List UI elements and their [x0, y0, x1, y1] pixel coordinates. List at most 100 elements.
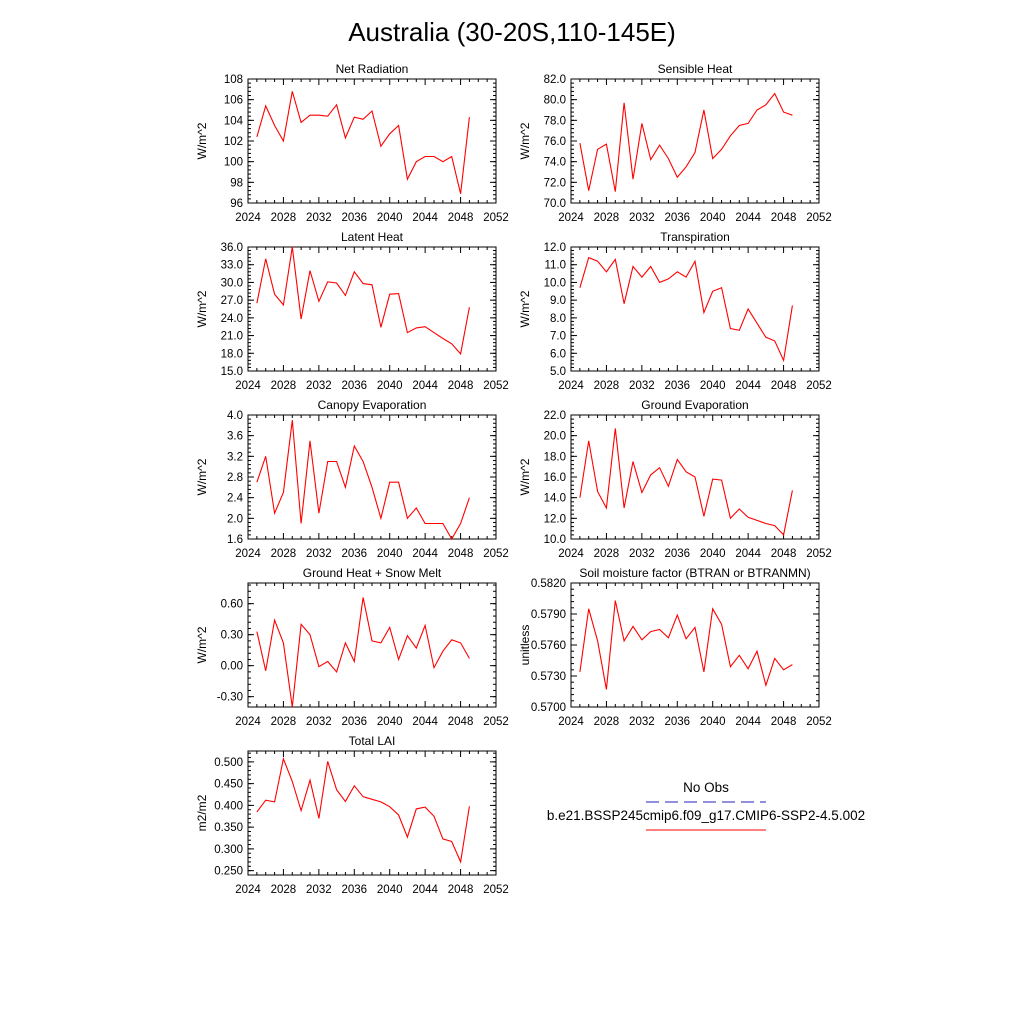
x-tick-label: 2044 [735, 380, 761, 392]
series-line-ground-evaporation [579, 428, 793, 537]
y-axis-label-canopy-evaporation: W/m^2 [195, 458, 209, 495]
x-tick-label: 2040 [377, 548, 403, 560]
panel-ground-evaporation: Ground Evaporation W/m^2 2024 2028 2032 2036 2… [518, 398, 832, 560]
x-tick-label: 2024 [558, 380, 584, 392]
x-tick-label: 2040 [377, 884, 403, 896]
panel-canopy-evaporation: Canopy Evaporation W/m^2 2024 2028 2032 2036 2… [195, 398, 509, 560]
x-tick-label: 2036 [664, 212, 690, 224]
y-tick-label: 14.0 [544, 493, 566, 505]
panel-ground-heat-snow-melt: Ground Heat + Snow Melt W/m^2 2024 2028 2032… [195, 566, 509, 728]
x-tick-label: 2032 [629, 548, 655, 560]
y-axis-label-ground-heat-snow-melt: W/m^2 [195, 626, 209, 663]
x-tick-label: 2028 [271, 212, 297, 224]
y-tick-label: 80.0 [544, 95, 566, 107]
plot-frame-soil-moisture-factor-btran-or-btranmn [570, 582, 820, 708]
x-tick-label: 2028 [594, 380, 620, 392]
x-tick-label: 2044 [412, 716, 438, 728]
y-tick-label: 96 [230, 198, 243, 210]
x-tick-label: 2036 [341, 548, 367, 560]
x-tick-label: 2032 [306, 884, 332, 896]
y-tick-label: 18.0 [544, 451, 566, 463]
y-tick-label: 0.60 [221, 599, 243, 611]
y-tick-label: 3.2 [227, 451, 243, 463]
y-tick-label: 3.6 [227, 431, 243, 443]
x-tick-label: 2036 [341, 884, 367, 896]
y-tick-label: 10.0 [544, 534, 566, 546]
x-tick-label: 2048 [448, 380, 474, 392]
x-tick-label: 2044 [412, 212, 438, 224]
x-tick-label: 2032 [306, 212, 332, 224]
x-tick-label: 2052 [483, 548, 509, 560]
panel-net-radiation: Net Radiation W/m^2 2024 2028 2032 2036 2040 20… [195, 62, 509, 224]
series-line-transpiration [579, 256, 793, 363]
x-tick-label: 2036 [341, 212, 367, 224]
panel-title-ground-heat-snow-melt: Ground Heat + Snow Melt [303, 566, 442, 580]
x-tick-label: 2036 [664, 380, 690, 392]
x-tick-label: 2052 [483, 212, 509, 224]
y-tick-label: 70.0 [544, 198, 566, 210]
x-tick-label: 2036 [341, 380, 367, 392]
x-tick-label: 2052 [483, 884, 509, 896]
plot-frame-transpiration [570, 246, 820, 372]
x-tick-label: 2048 [771, 548, 797, 560]
panels: Net Radiation W/m^2 2024 2028 2032 2036 2040 20… [195, 62, 832, 896]
y-tick-label: 74.0 [544, 157, 566, 169]
x-tick-label: 2024 [235, 716, 261, 728]
x-tick-label: 2048 [448, 884, 474, 896]
y-tick-label: 0.00 [221, 661, 243, 673]
y-tick-label: 12.0 [544, 513, 566, 525]
y-tick-label: 0.250 [214, 866, 243, 878]
legend-model-label: b.e21.BSSP245cmip6.f09_g17.CMIP6-SSP2-4.… [547, 808, 865, 823]
y-axis-label-net-radiation: W/m^2 [195, 122, 209, 159]
panel-title-ground-evaporation: Ground Evaporation [641, 398, 748, 412]
plot-frame-sensible-heat [570, 78, 820, 204]
y-tick-label: 16.0 [544, 472, 566, 484]
x-tick-label: 2024 [558, 212, 584, 224]
series-line-net-radiation [256, 91, 470, 194]
y-tick-label: 24.0 [221, 313, 243, 325]
series-line-ground-heat-snow-melt [256, 597, 470, 708]
y-tick-label: 0.5730 [531, 671, 566, 683]
x-tick-label: 2040 [377, 212, 403, 224]
panel-title-transpiration: Transpiration [660, 230, 730, 244]
x-tick-label: 2048 [771, 212, 797, 224]
x-tick-label: 2048 [448, 212, 474, 224]
y-tick-label: 2.8 [227, 472, 243, 484]
y-axis-label-latent-heat: W/m^2 [195, 290, 209, 327]
x-tick-label: 2028 [271, 380, 297, 392]
y-tick-label: 36.0 [221, 242, 243, 254]
plot-frame-ground-heat-snow-melt [247, 582, 497, 708]
x-tick-label: 2044 [412, 548, 438, 560]
y-tick-label: 0.500 [214, 757, 243, 769]
x-tick-label: 2040 [700, 380, 726, 392]
y-tick-label: 22.0 [544, 410, 566, 422]
panel-transpiration: Transpiration W/m^2 2024 2028 2032 2036 2040 20… [518, 230, 832, 392]
x-tick-label: 2028 [271, 716, 297, 728]
series-line-latent-heat [256, 246, 470, 356]
x-tick-label: 2028 [594, 212, 620, 224]
x-tick-label: 2024 [235, 380, 261, 392]
x-tick-label: 2032 [629, 380, 655, 392]
x-tick-label: 2040 [377, 716, 403, 728]
x-tick-label: 2036 [341, 716, 367, 728]
y-tick-label: 7.0 [550, 331, 566, 343]
y-tick-label: 98 [230, 177, 243, 189]
y-tick-label: 78.0 [544, 115, 566, 127]
y-tick-label: 33.0 [221, 260, 243, 272]
y-tick-label: 100 [224, 157, 243, 169]
x-tick-label: 2044 [412, 380, 438, 392]
y-tick-label: 20.0 [544, 431, 566, 443]
x-tick-label: 2032 [629, 716, 655, 728]
x-tick-label: 2032 [306, 716, 332, 728]
y-tick-label: 108 [224, 74, 243, 86]
y-tick-label: 2.0 [227, 513, 243, 525]
x-tick-label: 2032 [629, 212, 655, 224]
panel-title-soil-moisture-factor-btran-or-btranmn: Soil moisture factor (BTRAN or BTRANMN) [579, 566, 810, 580]
x-tick-label: 2036 [664, 548, 690, 560]
x-tick-label: 2028 [271, 548, 297, 560]
panel-total-lai: Total LAI m2/m2 2024 2028 2032 2036 2040 2044 20… [195, 734, 509, 896]
y-tick-label: 72.0 [544, 177, 566, 189]
y-tick-label: 0.400 [214, 800, 243, 812]
y-tick-label: 76.0 [544, 136, 566, 148]
